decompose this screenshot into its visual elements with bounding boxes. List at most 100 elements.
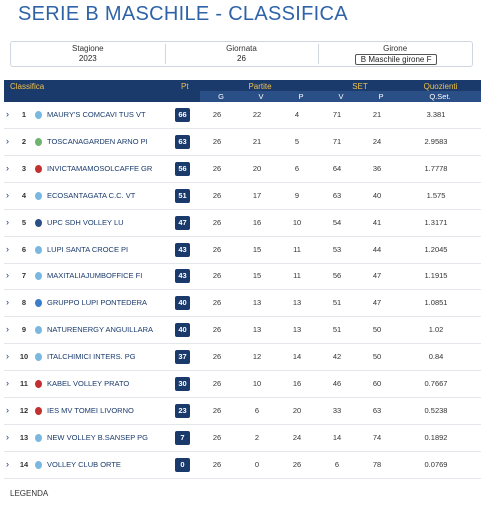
column-subheader: V xyxy=(258,92,264,101)
stat-cell: 54 xyxy=(332,217,342,227)
stat-cell: 22 xyxy=(252,110,262,119)
column-header: Quozienti xyxy=(423,82,458,91)
expand-arrow[interactable]: › xyxy=(6,458,9,469)
stat-cell: 1.2045 xyxy=(424,244,448,254)
standing-row: › 2 TOSCANAGARDEN ARNO PI 63 26 21 5 71 24 2.9583 xyxy=(4,129,481,156)
divider xyxy=(164,44,166,64)
stat-cell: 3.381 xyxy=(426,110,446,119)
standing-row: › 12 IES MV TOMEI LIVORNO 23 26 6 20 33 63 0.5238 xyxy=(4,398,481,425)
team-name: KABEL VOLLEY PRATO xyxy=(47,379,130,388)
stat-cell: 46 xyxy=(332,379,342,388)
standing-row: › 1 MAURY'S COMCAVI TUS VT 66 26 22 4 71 21 3.381 xyxy=(4,102,481,129)
points-badge: 40 xyxy=(175,323,190,338)
subheader-band xyxy=(200,91,481,102)
stat-cell: 1.0851 xyxy=(424,298,448,308)
team-name: INVICTAMAMOSOLCAFFE GR xyxy=(47,163,153,173)
stat-cell: 40 xyxy=(372,190,382,200)
stat-cell: 1.02 xyxy=(428,325,444,335)
stat-cell: 21 xyxy=(372,110,382,119)
standing-row: › 5 UPC SDH VOLLEY LU 47 26 16 10 54 41 1.3171 xyxy=(4,210,481,237)
stat-cell: 1.1915 xyxy=(424,271,448,281)
expand-arrow[interactable]: › xyxy=(6,351,9,362)
column-subheader: P xyxy=(298,92,304,101)
stat-cell: 78 xyxy=(372,459,382,469)
position: 10 xyxy=(19,352,29,362)
stat-cell: 12 xyxy=(252,352,262,362)
stat-cell: 14 xyxy=(292,352,302,362)
column-subheader: G xyxy=(218,92,224,101)
team-logo xyxy=(35,353,42,362)
stat-cell: 26 xyxy=(212,163,222,173)
stat-cell: 21 xyxy=(252,136,262,146)
points-badge: 23 xyxy=(175,403,190,418)
stat-cell: 6 xyxy=(294,163,300,173)
filter-select[interactable]: 2023 xyxy=(69,54,106,63)
stat-cell: 26 xyxy=(212,325,222,335)
stat-cell: 0.84 xyxy=(428,352,444,362)
filter-select[interactable]: B Maschile girone F xyxy=(355,54,438,65)
expand-arrow[interactable]: › xyxy=(6,162,9,173)
stat-cell: 11 xyxy=(293,271,301,281)
stat-cell: 0.7667 xyxy=(424,379,448,388)
stat-cell: 6 xyxy=(254,405,260,415)
team-logo xyxy=(35,218,42,227)
position: 11 xyxy=(20,379,28,388)
position: 13 xyxy=(19,432,29,442)
expand-arrow[interactable]: › xyxy=(6,109,9,119)
stat-cell: 9 xyxy=(294,190,300,200)
stat-cell: 42 xyxy=(332,352,342,362)
team-name: MAXITALIAJUMBOFFICE FI xyxy=(47,271,143,281)
team-name: TOSCANAGARDEN ARNO PI xyxy=(47,136,148,146)
stat-cell: 26 xyxy=(212,298,222,308)
expand-arrow[interactable]: › xyxy=(6,189,9,200)
expand-arrow[interactable]: › xyxy=(6,404,9,415)
team-logo xyxy=(35,191,42,200)
stat-cell: 6 xyxy=(334,459,340,469)
stat-cell: 74 xyxy=(372,432,382,442)
stat-cell: 1.7778 xyxy=(424,163,448,173)
column-header: SET xyxy=(352,82,368,91)
standing-row: › 14 VOLLEY CLUB ORTE 0 26 0 26 6 78 0.0769 xyxy=(4,452,481,479)
legend-link[interactable]: LEGENDA xyxy=(10,489,49,498)
standing-row: › 6 LUPI SANTA CROCE PI 43 26 15 11 53 44 1.2045 xyxy=(4,237,481,264)
stat-cell: 41 xyxy=(372,217,382,227)
team-logo xyxy=(35,460,42,469)
expand-arrow[interactable]: › xyxy=(6,297,9,308)
stat-cell: 26 xyxy=(212,217,222,227)
stat-cell: 53 xyxy=(332,244,342,254)
stat-cell: 24 xyxy=(292,432,302,442)
stat-cell: 13 xyxy=(292,325,302,335)
divider xyxy=(318,44,320,64)
expand-arrow[interactable]: › xyxy=(6,243,9,254)
points-badge: 66 xyxy=(175,108,190,122)
expand-arrow[interactable]: › xyxy=(6,135,9,146)
standing-row: › 8 GRUPPO LUPI PONTEDERA 40 26 13 13 51 47 1.085… xyxy=(4,290,481,318)
team-name: NATURENERGY ANGUILLARA xyxy=(47,325,153,335)
stat-cell: 13 xyxy=(252,325,262,335)
expand-arrow[interactable]: › xyxy=(6,378,9,388)
stat-cell: 0 xyxy=(254,459,260,469)
points-badge: 51 xyxy=(175,188,190,203)
position: 9 xyxy=(21,325,27,335)
expand-arrow[interactable]: › xyxy=(6,270,9,281)
column-header: Classifica xyxy=(10,82,45,91)
points-badge: 37 xyxy=(175,350,190,365)
team-logo xyxy=(35,111,42,119)
standing-row: › 9 NATURENERGY ANGUILLARA 40 26 13 13 51 50 1.02 xyxy=(4,317,481,345)
stat-cell: 51 xyxy=(332,325,342,335)
expand-arrow[interactable]: › xyxy=(6,324,9,335)
standing-row: › 10 ITALCHIMICI INTERS. PG 37 26 12 14 42 50 0.8… xyxy=(4,344,481,372)
stat-cell: 2.9583 xyxy=(424,136,448,146)
team-name: NEW VOLLEY B.SANSEP PG xyxy=(47,432,149,442)
stat-cell: 50 xyxy=(372,352,382,362)
expand-arrow[interactable]: › xyxy=(6,431,9,442)
filter-select[interactable]: 26 xyxy=(223,54,260,63)
stat-cell: 1.3171 xyxy=(424,217,448,227)
stat-cell: 64 xyxy=(332,163,342,173)
stat-cell: 26 xyxy=(212,432,222,442)
stat-cell: 26 xyxy=(212,352,222,362)
team-logo xyxy=(35,137,42,146)
stat-cell: 16 xyxy=(252,217,262,227)
expand-arrow[interactable]: › xyxy=(6,216,9,227)
